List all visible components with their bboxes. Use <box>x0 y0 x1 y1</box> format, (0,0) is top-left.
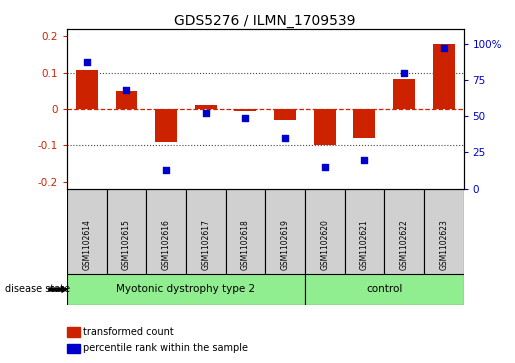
Bar <box>155 109 177 142</box>
Bar <box>393 79 415 109</box>
Point <box>123 87 131 93</box>
Bar <box>314 109 336 145</box>
Bar <box>67 274 305 305</box>
Bar <box>305 189 345 274</box>
Bar <box>265 189 305 274</box>
Text: GSM1102614: GSM1102614 <box>82 219 91 270</box>
Text: percentile rank within the sample: percentile rank within the sample <box>83 343 248 354</box>
Text: GSM1102620: GSM1102620 <box>320 219 329 270</box>
Bar <box>226 189 265 274</box>
Bar <box>115 91 138 109</box>
Text: GSM1102623: GSM1102623 <box>439 219 448 270</box>
Point <box>162 167 170 173</box>
Text: GSM1102621: GSM1102621 <box>360 219 369 270</box>
Point <box>281 135 289 141</box>
Bar <box>345 189 384 274</box>
Title: GDS5276 / ILMN_1709539: GDS5276 / ILMN_1709539 <box>175 14 356 28</box>
Text: GSM1102618: GSM1102618 <box>241 219 250 270</box>
Bar <box>433 44 455 109</box>
Text: GSM1102617: GSM1102617 <box>201 219 210 270</box>
Bar <box>234 109 256 111</box>
Text: GSM1102615: GSM1102615 <box>122 219 131 270</box>
Point <box>241 115 249 121</box>
Text: disease state: disease state <box>5 285 70 294</box>
Point <box>440 45 448 51</box>
Bar <box>195 105 217 109</box>
Bar <box>76 70 98 109</box>
Bar <box>107 189 146 274</box>
Point <box>320 164 329 170</box>
Text: GSM1102619: GSM1102619 <box>281 219 289 270</box>
Point <box>82 60 91 65</box>
Text: control: control <box>366 285 402 294</box>
Text: GSM1102622: GSM1102622 <box>400 219 408 270</box>
Text: GSM1102616: GSM1102616 <box>162 219 170 270</box>
Bar <box>424 189 464 274</box>
Bar <box>305 274 464 305</box>
Point <box>202 110 210 116</box>
Bar <box>67 189 107 274</box>
Point <box>360 157 369 163</box>
Point <box>400 70 408 76</box>
Bar <box>353 109 375 138</box>
Bar <box>274 109 296 120</box>
Bar <box>146 189 186 274</box>
Bar <box>384 189 424 274</box>
Text: transformed count: transformed count <box>83 327 174 337</box>
Bar <box>186 189 226 274</box>
Text: Myotonic dystrophy type 2: Myotonic dystrophy type 2 <box>116 285 255 294</box>
